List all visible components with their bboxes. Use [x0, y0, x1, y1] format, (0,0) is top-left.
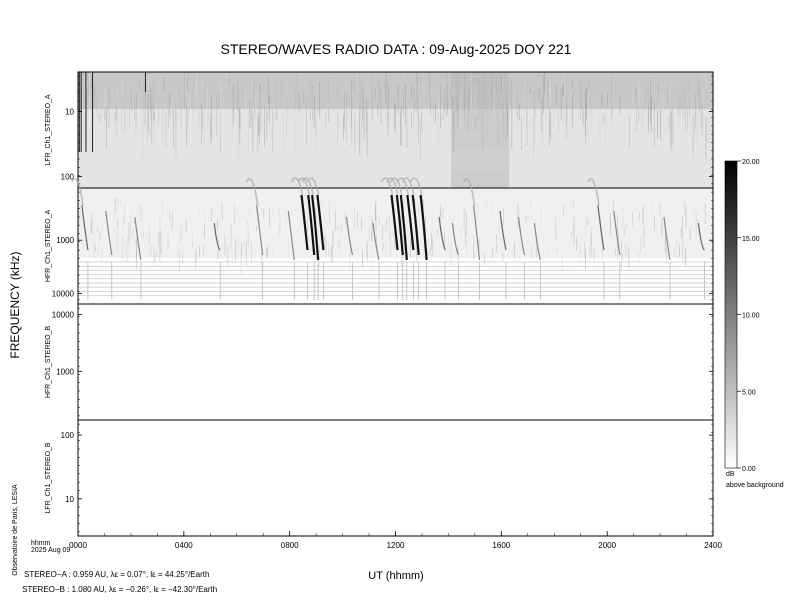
lfr-burst-extension: [409, 177, 423, 196]
radio-burst: [399, 194, 408, 261]
panel-hfr-ch1-stereo-b: 10000 1000 HFR_Ch1_STEREO_B: [45, 303, 714, 421]
x-tick-label: 1600: [492, 541, 510, 550]
lfr-enhanced-lower: [451, 150, 510, 170]
radio-bursts: [71, 177, 705, 300]
colorbar: [724, 160, 738, 469]
radio-burst: [517, 216, 526, 256]
panel-label: HFR_Ch1_STEREO_A: [45, 209, 52, 282]
x-tick-label: 0000: [69, 541, 87, 550]
radio-burst: [372, 222, 380, 261]
panel-background: [78, 420, 713, 536]
x-tick-label: 1200: [387, 541, 405, 550]
lfr-burst-extension: [401, 177, 415, 196]
y-tick-label: 100: [61, 431, 75, 440]
lfr-burst-extension: [396, 177, 410, 196]
y-tick-label: 10: [65, 107, 74, 116]
lfr-burst-extension: [306, 177, 320, 196]
radio-burst: [311, 194, 320, 261]
panel-label: HFR_Ch1_STEREO_B: [45, 325, 52, 398]
colorbar-unit: dB: [726, 471, 735, 478]
radio-burst: [300, 194, 309, 251]
radio-burst: [597, 204, 605, 251]
colorbar-tick-label: 20.00: [742, 159, 760, 166]
colorbar-tick-label: 0.00: [742, 466, 756, 473]
lfr-burst-extension: [380, 177, 394, 196]
radio-burst: [406, 194, 415, 251]
x-axis-title: UT (hhmm): [368, 570, 423, 582]
radio-burst: [411, 194, 420, 256]
radio-burst: [472, 204, 481, 261]
panel-label: LFR_Ch1_STEREO_A: [45, 94, 52, 166]
colorbar-tick-label: 10.00: [742, 313, 760, 320]
lfr-burst-extension: [301, 177, 314, 196]
x-tick-labels: 0000 0400 0800 1200 1600 2000 2400: [69, 531, 722, 550]
colorbar-unit-detail: above background: [726, 482, 784, 489]
panel-lfr-ch1-stereo-a: 10 100 LFR_Ch1_STEREO_A: [45, 71, 714, 189]
colorbar-tick-label: 15.00: [742, 236, 760, 243]
y-tick-label: 10: [65, 495, 74, 504]
radio-burst: [307, 194, 316, 256]
x-tick-label: 0400: [175, 541, 193, 550]
radio-burst: [316, 194, 325, 251]
y-axis-title: FREQUENCY (kHz): [8, 251, 22, 358]
lfr-burst-extension: [462, 178, 476, 206]
x-tick-label: 2400: [704, 541, 722, 550]
figure-title: STEREO/WAVES RADIO DATA : 09-Aug-2025 DO…: [221, 41, 572, 57]
radio-burst: [438, 216, 446, 251]
radio-burst: [287, 210, 295, 261]
lfr-burst-extension: [390, 177, 403, 196]
lfr-band-high: [78, 72, 713, 109]
lfr-burst-extension: [290, 177, 304, 196]
y-tick-label: 1000: [56, 367, 74, 376]
y-tick-label: 100: [61, 172, 75, 181]
radio-burst: [395, 194, 404, 256]
radio-burst: [451, 222, 459, 256]
stereo-a-info: STEREO−A : 0.959 AU, λε = 0.07°, lε = 44…: [24, 570, 209, 579]
colorbar-ticks: 0.00 5.00 10.00 15.00 20.00: [737, 159, 760, 473]
radio-burst: [697, 222, 705, 251]
panel-label: LFR_Ch1_STEREO_B: [45, 442, 52, 514]
credit-label: Observatoire de Paris, LESIA: [12, 484, 19, 576]
radio-burst: [256, 204, 264, 256]
radio-burst: [105, 210, 113, 256]
radio-burst: [499, 210, 507, 251]
lfr-burst-extension: [587, 178, 600, 206]
y-tick-label: 1000: [56, 236, 74, 245]
corner-label-date: 2025 Aug 09: [31, 547, 70, 554]
radio-burst: [533, 222, 541, 261]
radio-burst: [663, 216, 671, 261]
spectrogram-panels: 10100LFR_Ch1_STEREO_A100010000HFR_Ch1_ST…: [45, 71, 714, 537]
stereo-b-info: STEREO−B : 1.080 AU, λε = −0.26°, lε = −…: [22, 585, 217, 594]
lfr-burst-extension: [71, 178, 84, 206]
radio-burst: [419, 194, 428, 261]
panel-background: [78, 304, 713, 420]
lfr-enhanced-region: [451, 72, 510, 188]
radio-burst: [81, 204, 89, 251]
colorbar-tick-label: 5.00: [742, 389, 756, 396]
y-tick-label: 10000: [52, 290, 75, 299]
radio-burst: [134, 216, 142, 261]
corner-label-hhmm: hhmm: [31, 540, 51, 547]
x-tick-label: 0800: [281, 541, 299, 550]
radio-burst: [345, 216, 354, 256]
radio-burst: [390, 194, 399, 251]
radio-burst: [613, 210, 621, 256]
panel-lfr-ch1-stereo-b: 100 10 LFR_Ch1_STEREO_B: [45, 419, 714, 537]
x-tick-label: 2000: [598, 541, 616, 550]
panel-hfr-ch1-stereo-a: 1000 10000 HFR_Ch1_STEREO_A: [45, 187, 714, 305]
radio-burst: [213, 222, 221, 251]
y-tick-label: 10000: [52, 310, 75, 319]
lfr-burst-extension: [245, 178, 259, 206]
